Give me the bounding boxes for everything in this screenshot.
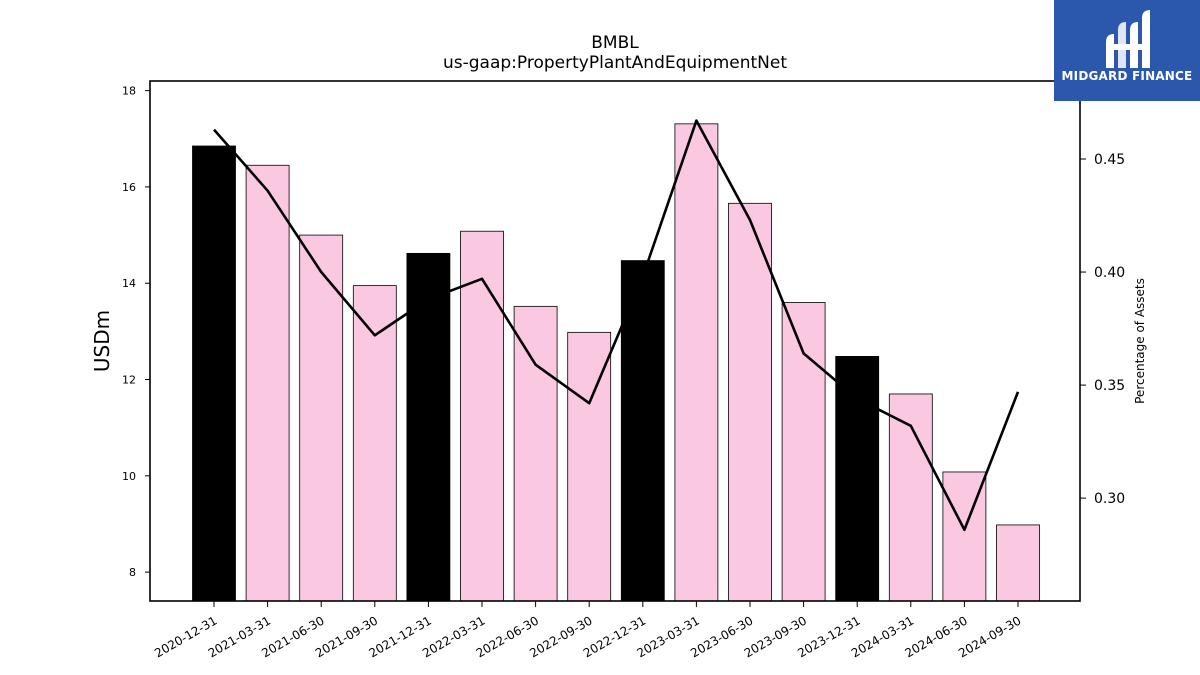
brand-name: MIDGARD FINANCE bbox=[1061, 69, 1193, 83]
y-tick-label: 10 bbox=[122, 470, 136, 483]
plot-frame bbox=[149, 80, 1081, 602]
bar bbox=[835, 356, 880, 602]
y-tick-label: 16 bbox=[122, 181, 136, 194]
y-tick-label: 14 bbox=[122, 277, 136, 290]
chart-subtitle: us-gaap:PropertyPlantAndEquipmentNet bbox=[443, 53, 787, 73]
bar bbox=[620, 260, 665, 602]
bar bbox=[192, 145, 236, 602]
y2-tick-label: 0.40 bbox=[1094, 265, 1125, 281]
bar bbox=[513, 305, 558, 602]
bar bbox=[996, 524, 1040, 602]
bar bbox=[781, 302, 826, 602]
bar bbox=[567, 331, 612, 602]
bar bbox=[460, 230, 504, 602]
brand-logo: MIDGARD FINANCE bbox=[1054, 0, 1200, 101]
bar bbox=[352, 285, 397, 602]
y2-tick-label: 0.45 bbox=[1094, 152, 1125, 168]
pct-assets-line bbox=[213, 119, 1020, 532]
bar bbox=[299, 234, 344, 602]
y-tick-label: 18 bbox=[122, 85, 136, 98]
line-series bbox=[213, 119, 1020, 532]
y2-axis-label: Percentage of Assets bbox=[1133, 278, 1147, 404]
bar bbox=[406, 252, 451, 602]
y-axis-label: USDm bbox=[90, 310, 114, 372]
y2-tick-label: 0.30 bbox=[1094, 491, 1125, 507]
bar-series bbox=[192, 123, 1040, 602]
y-tick-label: 8 bbox=[129, 566, 136, 579]
y2-tick-label: 0.35 bbox=[1094, 378, 1125, 394]
bar bbox=[728, 202, 772, 602]
chart-title: BMBL bbox=[591, 33, 639, 53]
y-tick-label: 12 bbox=[122, 374, 136, 387]
bar bbox=[245, 164, 290, 602]
bar bbox=[674, 123, 719, 602]
midgard-logo-icon bbox=[1106, 10, 1150, 68]
